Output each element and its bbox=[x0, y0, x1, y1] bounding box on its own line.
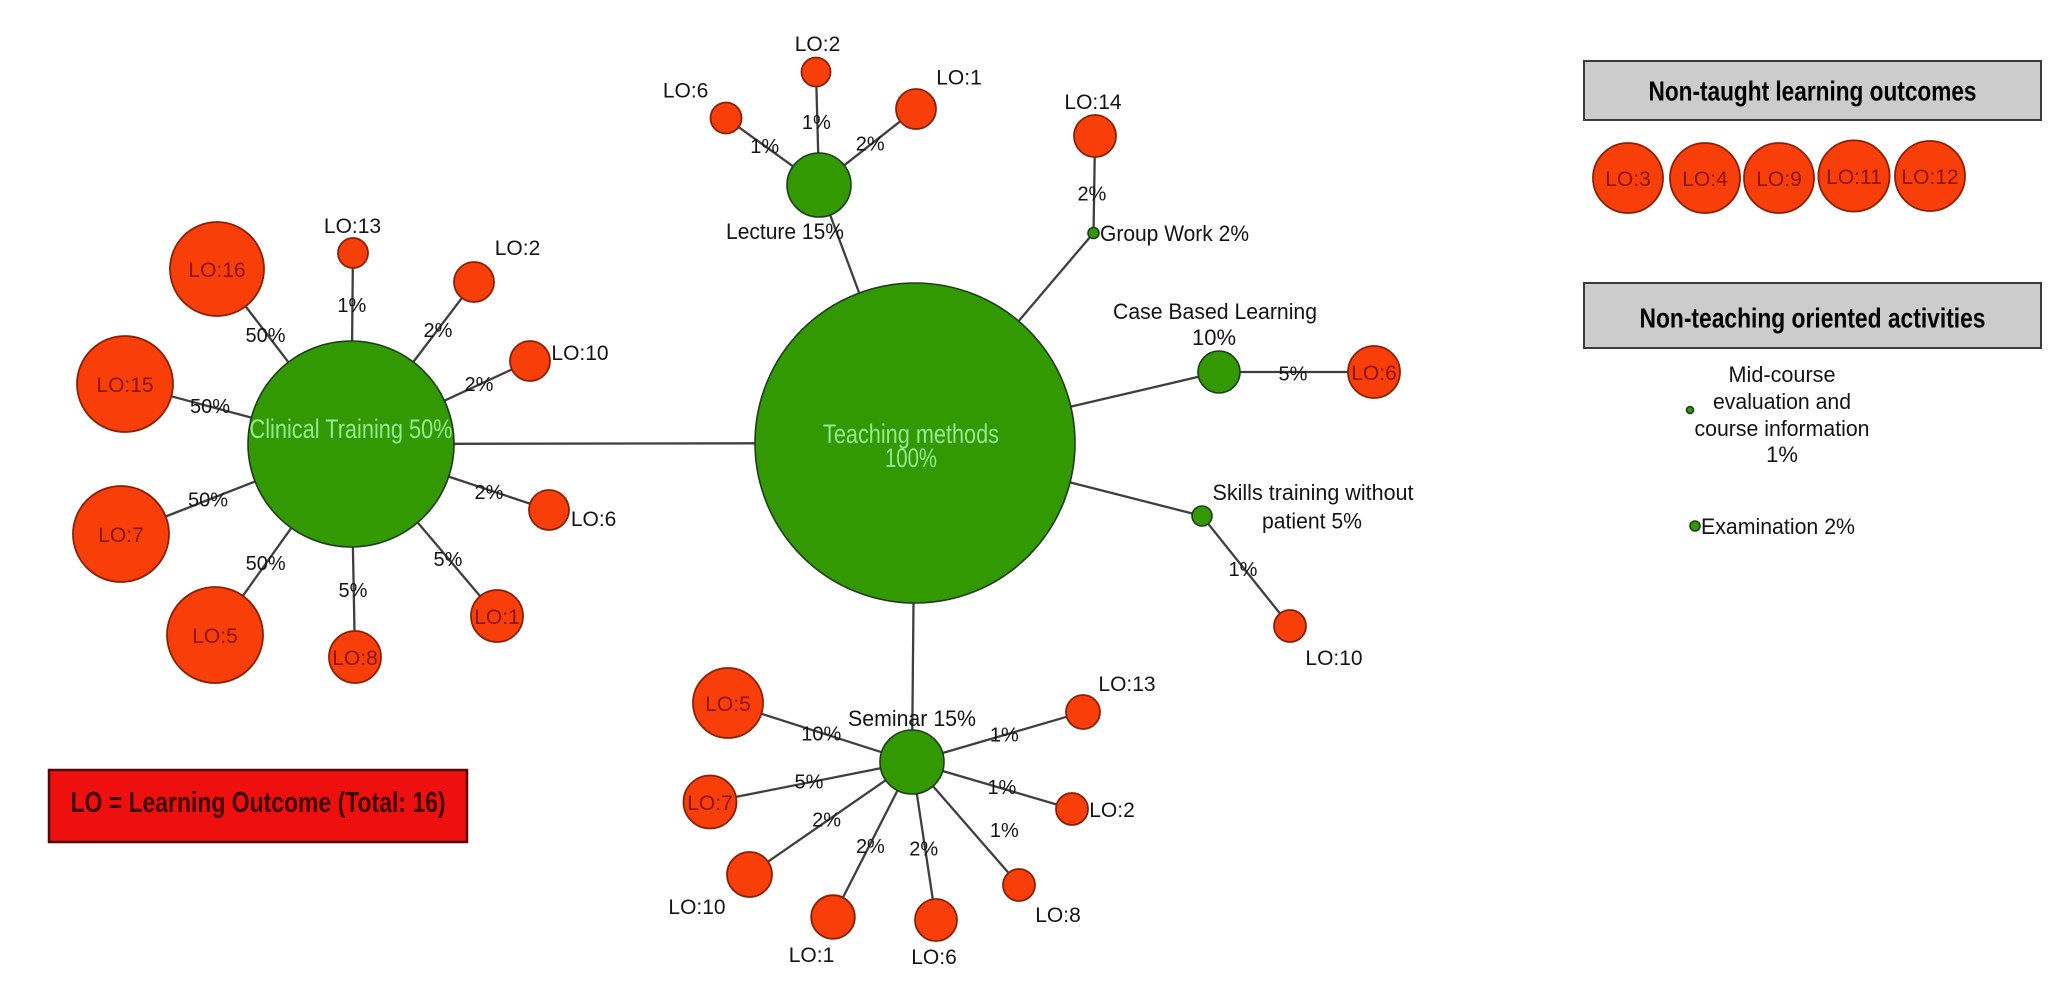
svg-text:1%: 1% bbox=[750, 136, 779, 158]
svg-text:1%: 1% bbox=[802, 112, 831, 134]
svg-text:2%: 2% bbox=[465, 374, 494, 396]
svg-text:50%: 50% bbox=[246, 553, 286, 575]
svg-text:Clinical Training 50%: Clinical Training 50% bbox=[250, 414, 453, 444]
svg-text:LO:1: LO:1 bbox=[789, 944, 835, 967]
svg-text:LO:5: LO:5 bbox=[705, 693, 751, 716]
svg-text:Seminar 15%: Seminar 15% bbox=[848, 706, 976, 731]
svg-text:LO:2: LO:2 bbox=[495, 237, 541, 260]
svg-text:LO:10: LO:10 bbox=[668, 896, 725, 919]
svg-text:LO:4: LO:4 bbox=[1682, 168, 1728, 191]
svg-text:LO:7: LO:7 bbox=[98, 524, 144, 547]
svg-text:LO:8: LO:8 bbox=[1035, 904, 1081, 927]
svg-text:10%: 10% bbox=[801, 723, 841, 745]
svg-text:10%: 10% bbox=[1192, 325, 1236, 350]
svg-text:2%: 2% bbox=[856, 134, 885, 156]
svg-text:course information: course information bbox=[1695, 416, 1870, 441]
svg-text:Mid-course: Mid-course bbox=[1729, 362, 1836, 387]
svg-text:LO:6: LO:6 bbox=[911, 946, 957, 969]
svg-text:LO:5: LO:5 bbox=[192, 625, 238, 648]
svg-text:Non-taught learning outcomes: Non-taught learning outcomes bbox=[1649, 76, 1977, 107]
svg-text:LO:10: LO:10 bbox=[1305, 647, 1362, 670]
svg-text:LO:16: LO:16 bbox=[188, 259, 245, 282]
svg-text:5%: 5% bbox=[434, 549, 463, 571]
svg-text:Skills training without: Skills training without bbox=[1213, 480, 1414, 505]
svg-text:Examination 2%: Examination 2% bbox=[1701, 514, 1855, 539]
svg-text:LO:14: LO:14 bbox=[1064, 91, 1122, 114]
svg-text:LO:11: LO:11 bbox=[1826, 166, 1882, 189]
svg-text:LO:1: LO:1 bbox=[936, 66, 982, 89]
svg-text:5%: 5% bbox=[339, 580, 368, 602]
svg-text:Case Based Learning: Case Based Learning bbox=[1113, 299, 1317, 324]
svg-text:Teaching methods: Teaching methods bbox=[823, 419, 999, 449]
svg-text:5%: 5% bbox=[1279, 364, 1308, 386]
svg-text:50%: 50% bbox=[190, 396, 230, 418]
svg-text:LO:2: LO:2 bbox=[1089, 799, 1135, 822]
svg-text:evaluation and: evaluation and bbox=[1713, 389, 1851, 414]
svg-text:5%: 5% bbox=[795, 772, 824, 794]
svg-text:LO:9: LO:9 bbox=[1756, 168, 1802, 191]
svg-text:LO:1: LO:1 bbox=[474, 606, 520, 629]
svg-text:Lecture 15%: Lecture 15% bbox=[726, 219, 844, 244]
svg-text:2%: 2% bbox=[424, 320, 453, 342]
svg-text:1%: 1% bbox=[1229, 559, 1258, 581]
svg-text:LO:6: LO:6 bbox=[1351, 362, 1397, 385]
svg-text:LO:13: LO:13 bbox=[324, 215, 381, 238]
svg-text:patient 5%: patient 5% bbox=[1262, 509, 1362, 534]
svg-text:LO:6: LO:6 bbox=[663, 80, 709, 103]
svg-text:Non-teaching oriented activiti: Non-teaching oriented activities bbox=[1640, 303, 1986, 334]
svg-text:LO:13: LO:13 bbox=[1098, 673, 1155, 696]
svg-text:LO:12: LO:12 bbox=[1901, 166, 1958, 189]
svg-text:LO:6: LO:6 bbox=[571, 508, 617, 531]
svg-text:LO = Learning Outcome (Total:: LO = Learning Outcome (Total: 16) bbox=[71, 787, 446, 819]
svg-text:2%: 2% bbox=[1077, 183, 1106, 205]
svg-text:2%: 2% bbox=[909, 838, 938, 860]
svg-text:1%: 1% bbox=[987, 777, 1016, 799]
svg-text:Group Work 2%: Group Work 2% bbox=[1100, 221, 1249, 246]
svg-text:LO:3: LO:3 bbox=[1605, 168, 1651, 191]
svg-text:1%: 1% bbox=[990, 820, 1019, 842]
svg-text:LO:2: LO:2 bbox=[795, 33, 841, 56]
svg-text:LO:7: LO:7 bbox=[687, 792, 733, 815]
svg-text:1%: 1% bbox=[990, 724, 1019, 746]
svg-text:2%: 2% bbox=[812, 810, 841, 832]
svg-text:100%: 100% bbox=[885, 443, 937, 473]
svg-text:2%: 2% bbox=[856, 836, 885, 858]
svg-text:2%: 2% bbox=[475, 482, 504, 504]
svg-text:LO:15: LO:15 bbox=[96, 374, 153, 397]
svg-text:LO:10: LO:10 bbox=[551, 342, 608, 365]
svg-text:50%: 50% bbox=[188, 490, 228, 512]
svg-text:50%: 50% bbox=[245, 325, 285, 347]
svg-text:1%: 1% bbox=[337, 295, 366, 317]
svg-text:1%: 1% bbox=[1766, 442, 1798, 467]
svg-text:LO:8: LO:8 bbox=[332, 647, 378, 670]
